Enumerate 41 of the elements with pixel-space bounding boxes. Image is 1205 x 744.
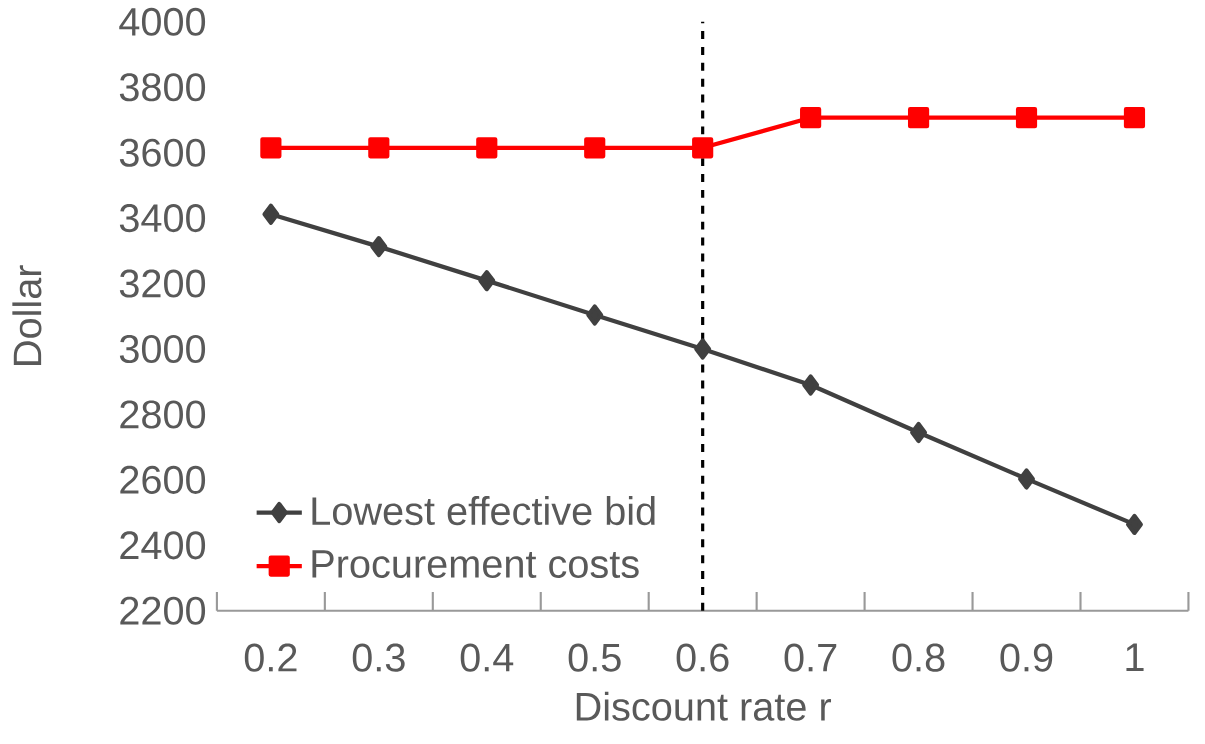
point: [586, 304, 604, 326]
x-tick-label: 0.7: [784, 643, 837, 672]
y-tick-label: 3000: [119, 334, 206, 364]
point: [692, 137, 714, 159]
point: [802, 374, 820, 396]
point: [1123, 107, 1146, 129]
point: [907, 107, 930, 129]
y-tick-label: 3800: [119, 73, 206, 102]
x-tick-label: 0.4: [460, 643, 514, 672]
point: [800, 107, 822, 129]
y-tick-label: 3400: [119, 204, 206, 233]
point: [370, 235, 388, 258]
x-axis-title: Discount rate r: [576, 691, 832, 721]
x-tick-label: 0.5: [568, 643, 621, 672]
point: [1015, 107, 1038, 129]
x-tick-label: 0.8: [892, 643, 945, 672]
y-tick-label: 4000: [119, 7, 206, 36]
x-tick-label: 0.6: [676, 643, 729, 672]
y-tick-label: 3200: [119, 269, 206, 298]
point: [694, 338, 712, 360]
point: [476, 137, 498, 159]
point: [584, 137, 606, 159]
x-tick-label: 0.2: [244, 643, 297, 672]
x-tick-label: 0.9: [1000, 643, 1053, 672]
y-axis-title: Dollar: [12, 265, 42, 365]
legend-label: Procurement costs: [312, 550, 639, 578]
y-tick-label: 2200: [120, 596, 206, 625]
point: [1126, 513, 1143, 535]
y-tick-label: 2400: [120, 531, 206, 560]
point: [478, 270, 496, 292]
y-tick-label: 2600: [120, 465, 206, 494]
legend-label: Lowest effective bid: [312, 495, 655, 526]
point: [910, 421, 928, 444]
y-tick-label: 2800: [120, 400, 206, 429]
point: [260, 137, 282, 159]
point: [262, 203, 280, 225]
point: [368, 137, 390, 159]
point: [1018, 468, 1035, 490]
x-tick-label: 1: [1126, 643, 1144, 671]
y-tick-label: 3600: [119, 138, 206, 167]
x-tick-label: 0.3: [352, 643, 405, 672]
